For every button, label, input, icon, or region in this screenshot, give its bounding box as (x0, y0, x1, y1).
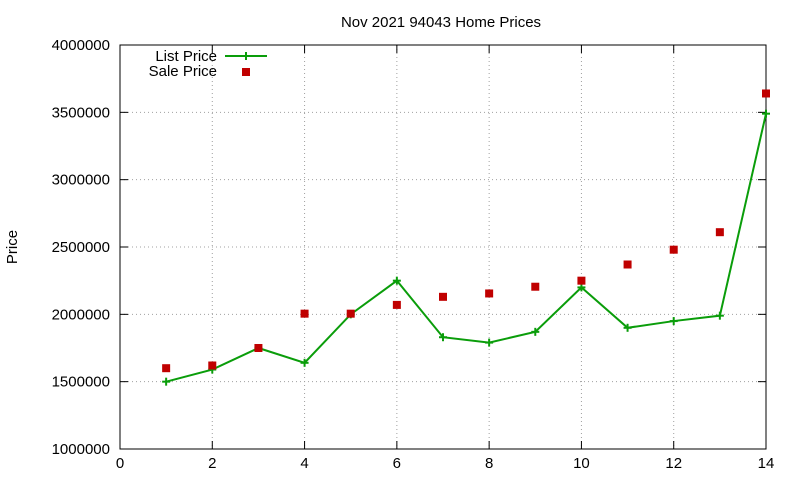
list-price-point (439, 333, 447, 342)
sale-price-point (392, 300, 401, 309)
x-tick-label: 0 (116, 455, 124, 472)
x-tick-label: 2 (208, 455, 216, 472)
x-tick-label: 4 (300, 455, 308, 472)
sale-price-point (669, 245, 678, 254)
list-price-point (762, 109, 770, 118)
list-price-point (715, 311, 724, 320)
list-price-line (165, 113, 767, 383)
list-price-point (531, 327, 540, 336)
sale-price-point (577, 276, 586, 285)
list-price-point (623, 323, 632, 332)
sale-price-point (162, 364, 171, 373)
sale-price-point (254, 344, 263, 352)
chart-title: Nov 2021 94043 Home Prices (341, 14, 541, 31)
y-tick-label: 2500000 (52, 239, 110, 256)
y-tick-label: 1500000 (52, 374, 110, 391)
grid (120, 45, 766, 449)
sale-price-point (346, 309, 355, 318)
legend-label-list-price: List Price (155, 48, 217, 65)
sale-price-point (300, 309, 309, 318)
legend-label-sale-price: Sale Price (149, 63, 217, 80)
list-price-point (300, 358, 309, 367)
sale-price-point (208, 361, 217, 370)
list-price-point (669, 317, 678, 326)
y-tick-label: 4000000 (52, 37, 110, 54)
sale-price-point (623, 260, 632, 269)
legend-swatch-sale-price (242, 68, 250, 76)
list-price-point (162, 377, 171, 386)
axis-ticks: 1000000 1500000 2000000 2500000 3000000 35000… (52, 37, 775, 472)
series-layer (162, 89, 770, 386)
list-price-point (577, 283, 586, 292)
list-price-point (392, 276, 401, 285)
x-tick-label: 14 (758, 455, 775, 472)
sale-price-point (762, 89, 770, 98)
y-axis-label: Price (4, 230, 21, 264)
y-tick-label: 1000000 (52, 441, 110, 458)
sale-price-point (485, 289, 494, 298)
x-tick-label: 10 (573, 455, 590, 472)
x-tick-label: 12 (665, 455, 682, 472)
sale-price-point (439, 292, 447, 301)
sale-price-point (531, 282, 540, 291)
x-tick-label: 8 (485, 455, 493, 472)
y-tick-label: 3500000 (52, 104, 110, 121)
list-price-point (485, 338, 494, 347)
y-tick-label: 2000000 (52, 306, 110, 323)
x-tick-label: 6 (393, 455, 401, 472)
y-tick-label: 3000000 (52, 172, 110, 189)
sale-price-point (715, 228, 724, 237)
